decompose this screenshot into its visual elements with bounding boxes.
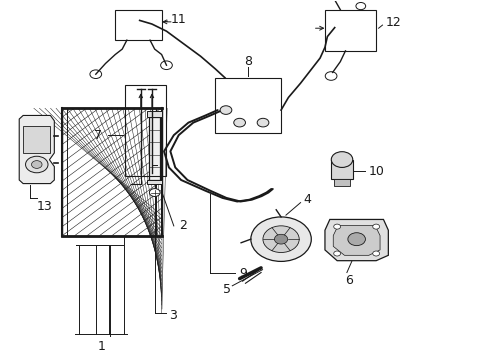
Circle shape [347, 233, 365, 246]
Text: 8: 8 [244, 55, 252, 68]
Polygon shape [325, 220, 387, 261]
Text: 11: 11 [170, 13, 186, 26]
Bar [23, 126, 50, 153]
Bar [325, 10, 375, 51]
Circle shape [25, 156, 48, 173]
Circle shape [274, 234, 287, 244]
Bar [147, 180, 162, 184]
Bar [61, 108, 161, 235]
Bar [215, 78, 281, 134]
Circle shape [250, 217, 311, 261]
Circle shape [149, 189, 160, 197]
Text: 2: 2 [178, 219, 186, 233]
Circle shape [31, 161, 42, 168]
Text: 12: 12 [385, 17, 401, 30]
Text: 13: 13 [37, 200, 52, 213]
Text: 9: 9 [239, 267, 247, 280]
Bar [330, 159, 352, 179]
Text: 4: 4 [303, 193, 310, 206]
Bar [125, 85, 166, 176]
Text: 1: 1 [98, 340, 105, 353]
Text: 6: 6 [345, 274, 352, 287]
Circle shape [333, 251, 340, 256]
Circle shape [330, 152, 352, 167]
Circle shape [333, 224, 340, 229]
Circle shape [220, 106, 231, 114]
Polygon shape [19, 116, 54, 184]
Bar [115, 10, 161, 40]
Polygon shape [332, 226, 379, 255]
Bar [147, 111, 162, 117]
Circle shape [372, 224, 379, 229]
Text: 5: 5 [223, 283, 231, 296]
Circle shape [233, 118, 245, 127]
Bar [149, 117, 160, 180]
Bar [61, 108, 161, 235]
Circle shape [263, 226, 299, 252]
Text: 10: 10 [368, 165, 384, 177]
Bar [333, 179, 349, 186]
Text: 3: 3 [168, 309, 177, 322]
Text: 7: 7 [93, 129, 102, 142]
Circle shape [372, 251, 379, 256]
Circle shape [257, 118, 268, 127]
